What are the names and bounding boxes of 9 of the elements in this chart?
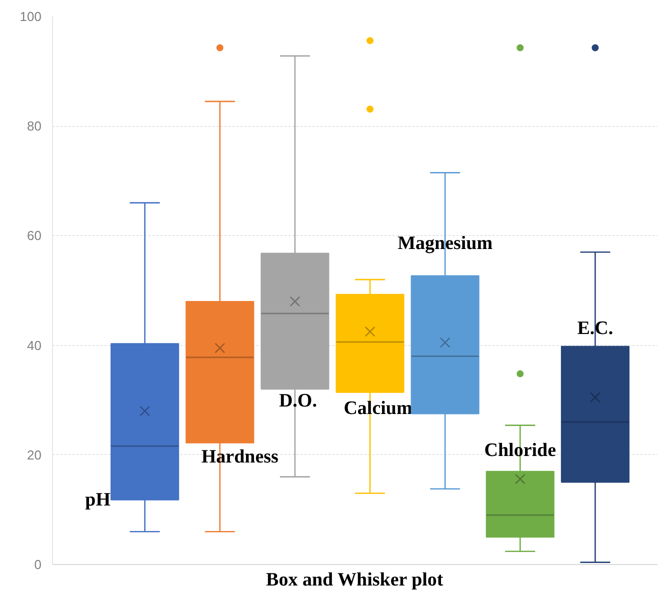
x-axis-title: Box and Whisker plot	[266, 570, 444, 590]
y-tick-label: 20	[27, 447, 42, 462]
y-tick-label: 100	[20, 9, 42, 24]
series-label: pH	[85, 489, 111, 510]
y-tick-label: 80	[27, 118, 42, 134]
series-label: D.O.	[278, 390, 317, 412]
y-tick-label: 40	[27, 338, 42, 353]
y-tick-label: 60	[27, 228, 42, 244]
y-tick-label: 0	[34, 557, 42, 572]
